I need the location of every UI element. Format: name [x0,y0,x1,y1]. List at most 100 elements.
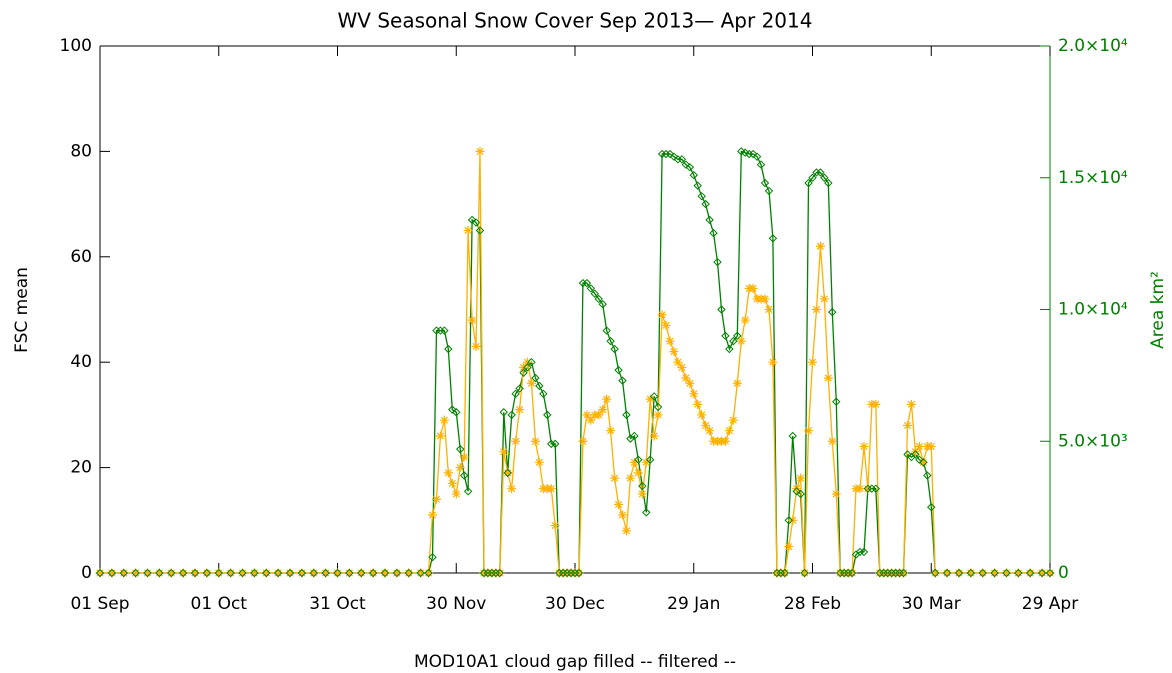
diamond-marker [899,568,908,578]
diamond-marker [717,305,726,314]
asterisk-marker [906,399,916,409]
asterisk-marker [380,568,390,578]
chart-title: WV Seasonal Snow Cover Sep 2013— Apr 201… [338,9,813,33]
diamond-marker [190,568,200,578]
asterisk-marker [740,315,750,325]
diamond-marker [713,257,722,267]
asterisk-marker [503,468,513,478]
asterisk-marker [903,420,912,430]
diamond-marker [954,568,964,578]
asterisk-marker [657,310,667,320]
diamond-marker [590,289,599,298]
diamond-marker [416,568,425,578]
diamond-marker [368,568,378,578]
asterisk-marker [285,568,295,578]
diamond-marker [978,568,987,578]
diamond-marker [586,284,596,293]
diamond-marker [1014,568,1023,578]
x-tick-label: 30 Nov [426,594,486,614]
diamond-marker [673,155,683,164]
y-tick-label: 60 [70,247,92,267]
diamond-marker [483,568,493,578]
y2-tick-label: 2.0×10⁴ [1058,36,1128,56]
y-tick-label: 40 [70,352,92,372]
diamond-marker [966,568,976,578]
diamond-marker [562,568,572,578]
diamond-marker [321,568,330,578]
asterisk-marker [621,526,631,536]
diamond-marker [638,481,647,491]
diamond-marker [1026,568,1035,578]
asterisk-marker [451,489,461,499]
asterisk-marker [871,399,881,409]
diamond-marker [598,300,607,309]
asterisk-marker [978,568,988,578]
diamond-marker [689,170,698,180]
asterisk-marker [190,568,200,578]
asterisk-marker [804,426,814,436]
x-axis-label: MOD10A1 cloud gap filled -- filtered -- [414,652,736,672]
asterisk-marker [661,320,671,330]
asterisk-marker [131,568,141,578]
asterisk-marker [637,489,647,499]
asterisk-marker [792,484,802,494]
asterisk-marker [202,568,212,578]
diamond-marker [693,181,702,190]
diamond-marker [155,568,164,578]
diamond-marker [649,392,659,401]
diamond-marker [475,226,485,235]
asterisk-marker [459,452,469,462]
asterisk-marker [431,494,441,504]
asterisk-marker [800,568,810,578]
asterisk-marker [297,568,307,578]
diamond-marker [915,455,924,464]
asterisk-marker [823,373,833,383]
diamond-marker [871,484,881,493]
asterisk-marker [594,410,604,420]
diamond-marker [828,307,837,317]
diamond-marker [634,455,643,464]
diamond-marker [701,199,710,209]
asterisk-marker [582,410,592,420]
asterisk-marker [693,399,703,409]
diamond-marker [131,568,140,578]
diamond-marker [107,568,117,578]
asterisk-marker [732,378,742,388]
asterisk-marker [942,568,952,578]
asterisk-marker [760,294,770,304]
asterisk-marker [443,468,453,478]
y-tick-label: 20 [70,458,92,478]
diamond-marker [424,568,433,578]
x-tick-label: 29 Apr [1022,594,1078,614]
diamond-marker [942,568,952,578]
x-tick-label: 30 Dec [545,594,605,614]
asterisk-marker [673,357,683,367]
diamond-marker [392,568,402,578]
diamond-marker [911,450,920,459]
y-tick-label: 0 [81,563,92,583]
diamond-marker [456,444,465,454]
diamond-marker [535,381,544,391]
asterisk-marker [819,294,829,304]
diamond-marker [178,568,188,578]
diamond-marker [238,568,247,578]
asterisk-marker [705,426,715,436]
diamond-marker [772,568,782,578]
diamond-marker [630,431,639,441]
asterisk-marker [610,473,620,483]
asterisk-marker [618,510,627,520]
diamond-marker [226,568,235,578]
asterisk-marker [697,410,707,420]
diamond-marker [507,410,516,420]
asterisk-marker [143,568,152,578]
asterisk-marker [507,484,517,494]
diamond-marker [214,568,223,578]
diamond-marker [250,568,259,578]
asterisk-marker [764,305,774,314]
asterisk-marker [665,336,675,346]
diamond-marker [697,191,706,201]
asterisk-marker [614,499,624,509]
asterisk-marker [368,568,378,578]
asterisk-marker [321,568,331,578]
diamond-marker [448,405,457,414]
